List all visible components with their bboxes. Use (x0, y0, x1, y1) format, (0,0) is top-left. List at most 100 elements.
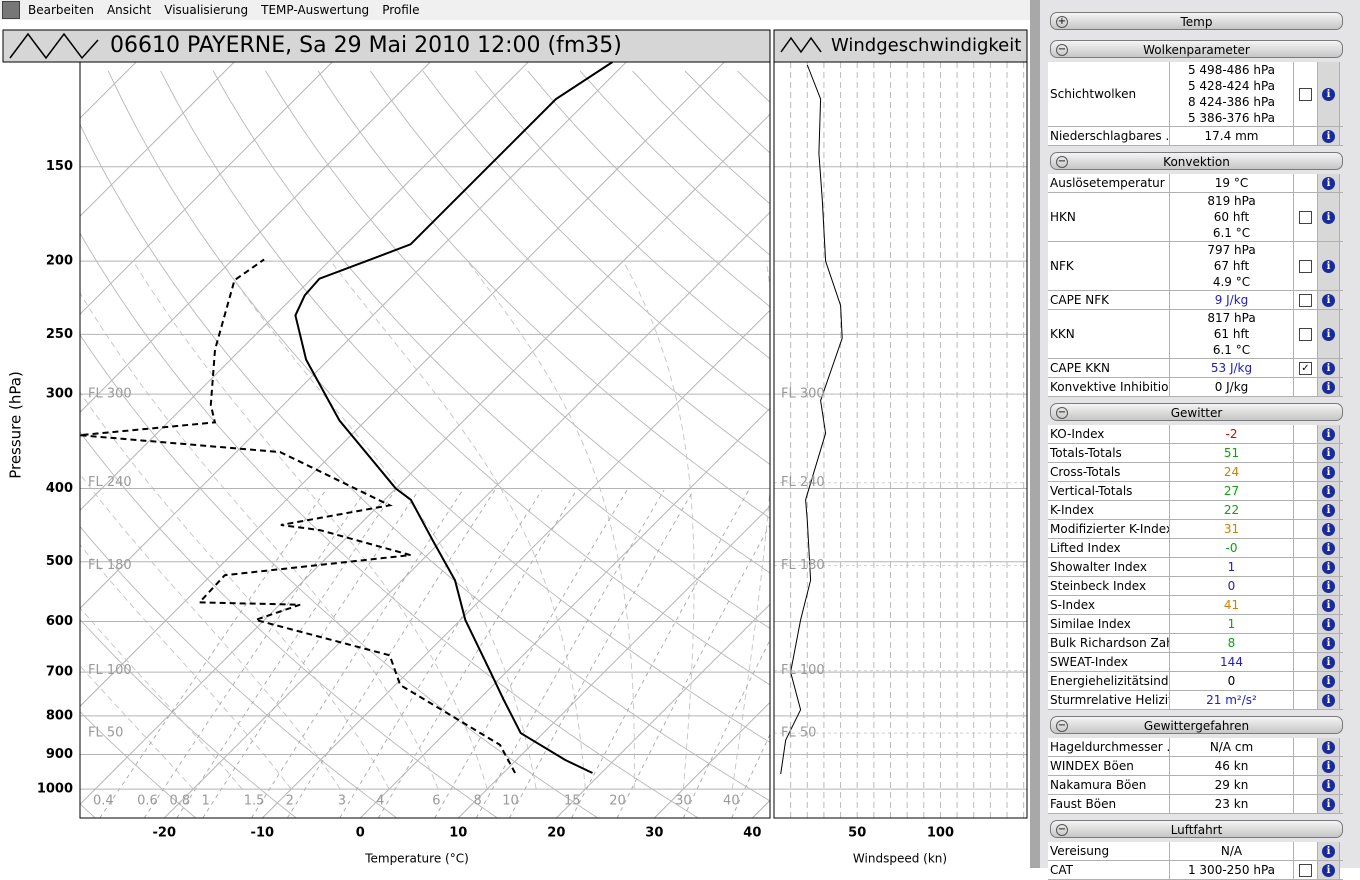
index-row: S-Index 41 i (1048, 596, 1343, 615)
info-cell: i (1318, 672, 1340, 690)
info-button[interactable]: i (1322, 259, 1335, 273)
section-toggle[interactable]: − (1056, 44, 1068, 56)
menu-item[interactable]: Visualisierung (164, 3, 249, 17)
checkbox-cell (1294, 634, 1318, 652)
flight-level-label: FL 180 (781, 558, 825, 573)
menu-item[interactable]: Bearbeiten (28, 3, 94, 17)
isotherm (80, 62, 529, 511)
info-button[interactable]: i (1322, 361, 1335, 375)
checkbox[interactable]: ✓ (1299, 361, 1312, 375)
isotherm-grid (457, 505, 770, 818)
info-cell: i (1318, 359, 1340, 377)
menu-item[interactable]: Profile (382, 3, 420, 17)
info-button[interactable]: i (1322, 380, 1335, 394)
checkbox[interactable] (1299, 259, 1312, 273)
section-toggle[interactable]: − (1056, 824, 1068, 836)
info-button[interactable]: i (1322, 797, 1335, 811)
value-line: 23 kn (1214, 797, 1249, 811)
info-button[interactable]: i (1322, 863, 1335, 877)
row-label: Vertical-Totals (1048, 482, 1170, 500)
info-button[interactable]: i (1322, 484, 1335, 498)
mixing-ratio-label: 0.6 (137, 794, 158, 809)
index-row: HKN 819 hPa 60 hft 6.1 °C i (1048, 193, 1343, 242)
info-button[interactable]: i (1322, 176, 1335, 190)
info-cell: i (1318, 193, 1340, 241)
info-button[interactable]: i (1322, 427, 1335, 441)
info-button[interactable]: i (1322, 87, 1335, 101)
checkbox-cell (1294, 672, 1318, 690)
info-button[interactable]: i (1322, 740, 1335, 754)
isotherm-grid (163, 211, 770, 818)
y-tick-label: 150 (46, 159, 73, 174)
section-header[interactable]: − Wolkenparameter (1050, 40, 1343, 58)
info-button[interactable]: i (1322, 655, 1335, 669)
title-box (2, 29, 771, 63)
index-row: Totals-Totals 51 i (1048, 444, 1343, 463)
section-header[interactable]: − Luftfahrt (1050, 820, 1343, 838)
index-row: Nakamura Böen 29 kn i (1048, 776, 1343, 795)
row-label: Sturmrelative Helizität (1048, 691, 1170, 709)
info-button[interactable]: i (1322, 617, 1335, 631)
index-row: Vereisung N/A i (1048, 842, 1343, 861)
section-title: Wolkenparameter (1143, 43, 1250, 57)
checkbox[interactable] (1299, 293, 1312, 307)
checkbox-cell (1294, 193, 1318, 241)
info-button[interactable]: i (1322, 503, 1335, 517)
info-button[interactable]: i (1322, 560, 1335, 574)
mixing-ratio-label: 0.8 (170, 794, 191, 809)
checkbox[interactable] (1299, 863, 1312, 877)
y-tick-label: 900 (46, 747, 73, 762)
info-cell: i (1318, 310, 1340, 358)
section-toggle[interactable]: − (1056, 156, 1068, 168)
info-button[interactable]: i (1322, 674, 1335, 688)
info-button[interactable]: i (1322, 129, 1335, 143)
info-button[interactable]: i (1322, 446, 1335, 460)
info-button[interactable]: i (1322, 759, 1335, 773)
value-line: 6.1 °C (1212, 226, 1251, 240)
mixing-ratio-label: 2 (286, 794, 294, 809)
value-line: 0 J/kg (1214, 380, 1249, 394)
section-title: Temp (1180, 15, 1213, 29)
index-panel: + Temp − Wolkenparameter Schichtwolken 5 498-… (1040, 0, 1360, 880)
checkbox-cell (1294, 558, 1318, 576)
row-value: 0 (1170, 672, 1294, 690)
info-button[interactable]: i (1322, 778, 1335, 792)
row-label: Cross-Totals (1048, 463, 1170, 481)
section-toggle[interactable]: − (1056, 407, 1068, 419)
checkbox[interactable] (1299, 327, 1312, 341)
info-button[interactable]: i (1322, 598, 1335, 612)
value-line: 41 (1223, 598, 1240, 612)
row-value: 46 kn (1170, 757, 1294, 775)
info-cell: i (1318, 795, 1340, 813)
checkbox[interactable] (1299, 87, 1312, 101)
row-label: Konvektive Inhibition (1048, 378, 1170, 396)
info-button[interactable]: i (1322, 465, 1335, 479)
info-button[interactable]: i (1322, 210, 1335, 224)
info-button[interactable]: i (1322, 327, 1335, 341)
info-button[interactable]: i (1322, 522, 1335, 536)
mixing-ratio-line (99, 489, 327, 818)
info-cell: i (1318, 558, 1340, 576)
row-label: Modifizierter K-Index (1048, 520, 1170, 538)
info-button[interactable]: i (1322, 293, 1335, 307)
section-header[interactable]: − Konvektion (1050, 152, 1343, 170)
section-toggle[interactable]: − (1056, 720, 1068, 732)
row-value: 27 (1170, 482, 1294, 500)
section-header[interactable]: + Temp (1050, 12, 1343, 30)
section-header[interactable]: − Gewittergefahren (1050, 716, 1343, 734)
section-rows: Schichtwolken 5 498-486 hPa 5 428-424 hPa 8… (1048, 62, 1343, 146)
info-button[interactable]: i (1322, 541, 1335, 555)
menu-item[interactable]: Ansicht (106, 3, 152, 17)
info-button[interactable]: i (1322, 844, 1335, 858)
dry-adiabat (80, 525, 398, 818)
wind-plot (774, 62, 1027, 818)
checkbox[interactable] (1299, 210, 1312, 224)
info-button[interactable]: i (1322, 636, 1335, 650)
plot-frame (79, 61, 771, 819)
row-value: 22 (1170, 501, 1294, 519)
info-button[interactable]: i (1322, 693, 1335, 707)
menu-item[interactable]: TEMP-Auswertung (261, 3, 370, 17)
section-toggle[interactable]: + (1056, 16, 1068, 28)
section-header[interactable]: − Gewitter (1050, 403, 1343, 421)
info-button[interactable]: i (1322, 579, 1335, 593)
